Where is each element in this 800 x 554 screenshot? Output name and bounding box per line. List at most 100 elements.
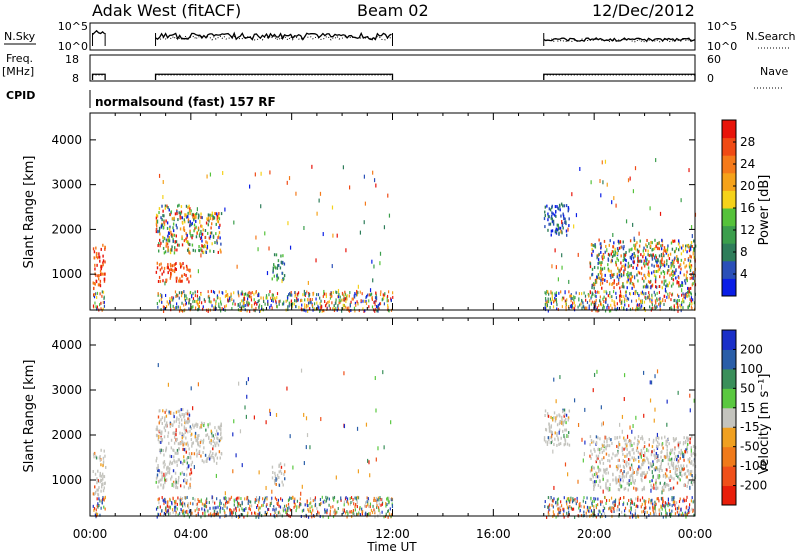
range-cell bbox=[200, 424, 202, 429]
range-cell bbox=[674, 512, 677, 516]
range-cell bbox=[270, 501, 272, 505]
range-cell bbox=[168, 208, 170, 212]
range-cell bbox=[164, 481, 166, 485]
range-cell bbox=[547, 510, 550, 514]
range-cell bbox=[214, 453, 217, 457]
range-cell bbox=[192, 297, 195, 301]
range-cell bbox=[188, 452, 191, 456]
range-cell bbox=[294, 497, 296, 501]
range-cell bbox=[677, 454, 679, 458]
range-cell bbox=[666, 283, 668, 288]
range-cell bbox=[668, 476, 670, 480]
range-cell bbox=[653, 264, 655, 268]
range-cell bbox=[95, 456, 98, 460]
range-cell bbox=[216, 214, 218, 218]
range-cell bbox=[624, 297, 626, 301]
range-cell bbox=[312, 293, 314, 297]
range-cell bbox=[364, 299, 366, 303]
range-cell bbox=[185, 481, 188, 485]
range-cell bbox=[683, 467, 685, 471]
range-cell bbox=[179, 442, 181, 446]
range-cell bbox=[687, 305, 689, 309]
range-cell bbox=[686, 475, 688, 479]
range-cell bbox=[322, 515, 324, 519]
range-cell bbox=[653, 418, 655, 423]
range-cell bbox=[327, 300, 329, 304]
range-cell bbox=[609, 506, 611, 510]
range-cell bbox=[165, 242, 168, 246]
range-cell bbox=[621, 446, 624, 450]
range-cell bbox=[653, 449, 655, 453]
range-cell bbox=[374, 300, 376, 304]
range-cell bbox=[676, 299, 678, 303]
range-cell bbox=[680, 198, 682, 203]
range-cell bbox=[186, 277, 188, 281]
range-cell bbox=[614, 307, 616, 311]
range-cell bbox=[164, 307, 166, 311]
range-cell bbox=[644, 256, 647, 260]
range-cell bbox=[560, 500, 562, 504]
nave-tick-top: 60 bbox=[707, 53, 721, 66]
range-cell bbox=[551, 439, 553, 443]
range-cell bbox=[174, 505, 176, 509]
range-cell bbox=[567, 227, 569, 232]
range-cell bbox=[686, 450, 689, 454]
range-cell bbox=[564, 299, 566, 303]
range-cell bbox=[581, 437, 583, 442]
range-cell bbox=[553, 377, 555, 382]
range-cell bbox=[167, 271, 169, 275]
range-cell bbox=[687, 257, 690, 261]
range-cell bbox=[213, 509, 215, 513]
range-cell bbox=[674, 447, 676, 451]
range-cell bbox=[693, 301, 696, 305]
range-cell bbox=[629, 292, 632, 296]
range-cell bbox=[98, 252, 100, 256]
range-cell bbox=[325, 510, 327, 514]
range-cell bbox=[550, 436, 553, 440]
range-cell bbox=[633, 243, 635, 247]
range-cell bbox=[650, 253, 652, 257]
range-cell bbox=[176, 248, 178, 252]
range-cell bbox=[167, 266, 169, 270]
range-cell bbox=[611, 255, 614, 259]
colorbar-segment bbox=[722, 155, 736, 174]
range-cell bbox=[680, 464, 682, 468]
range-cell bbox=[264, 496, 266, 500]
range-cell bbox=[607, 252, 610, 256]
range-cell bbox=[658, 459, 660, 463]
range-cell bbox=[654, 500, 656, 504]
range-cell bbox=[666, 271, 669, 275]
range-cell bbox=[357, 495, 359, 499]
range-cell bbox=[660, 247, 663, 251]
range-cell bbox=[610, 303, 612, 307]
range-cell bbox=[622, 258, 625, 262]
range-cell bbox=[297, 291, 300, 295]
range-cell bbox=[647, 458, 649, 462]
range-cell bbox=[377, 305, 379, 309]
range-cell bbox=[231, 298, 233, 302]
range-cell bbox=[634, 436, 636, 440]
range-cell bbox=[623, 447, 625, 451]
range-cell bbox=[569, 304, 572, 308]
range-cell bbox=[181, 510, 184, 514]
range-cell bbox=[677, 464, 680, 468]
range-cell bbox=[689, 503, 691, 507]
range-cell bbox=[601, 273, 603, 277]
range-cell bbox=[194, 509, 196, 513]
range-cell bbox=[658, 302, 660, 306]
range-cell bbox=[167, 302, 170, 306]
range-cell bbox=[648, 254, 651, 258]
range-cell bbox=[175, 240, 178, 244]
range-cell bbox=[325, 295, 327, 299]
range-cell bbox=[357, 291, 359, 295]
range-cell bbox=[169, 276, 172, 280]
range-cell bbox=[683, 483, 685, 487]
range-cell bbox=[285, 504, 288, 508]
range-cell bbox=[591, 283, 593, 287]
range-cell bbox=[194, 294, 197, 298]
range-cell bbox=[235, 497, 238, 501]
range-cell bbox=[550, 301, 553, 305]
range-cell bbox=[325, 292, 327, 296]
range-cell bbox=[686, 495, 688, 499]
range-cell bbox=[680, 283, 683, 287]
